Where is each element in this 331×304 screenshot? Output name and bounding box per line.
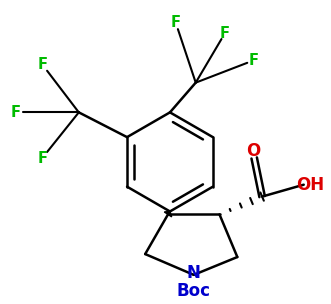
Text: O: O <box>246 142 260 160</box>
Text: F: F <box>10 105 21 120</box>
Text: N: N <box>187 264 201 282</box>
Text: F: F <box>249 53 259 68</box>
Text: F: F <box>37 57 47 72</box>
Text: F: F <box>37 151 47 166</box>
Text: F: F <box>171 15 181 30</box>
Text: F: F <box>220 26 230 40</box>
Text: Boc: Boc <box>177 282 211 300</box>
Text: OH: OH <box>297 176 325 194</box>
Polygon shape <box>164 212 172 217</box>
